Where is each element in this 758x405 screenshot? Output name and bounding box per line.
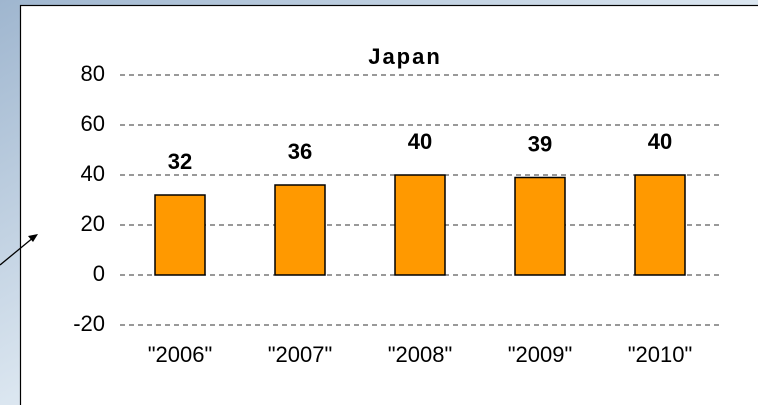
x-tick-label: "2009"	[508, 342, 573, 367]
data-label: 40	[648, 129, 672, 154]
data-label: 40	[408, 129, 432, 154]
y-tick-label: 20	[81, 211, 105, 236]
arrow-line	[0, 236, 35, 266]
data-label: 36	[288, 139, 312, 164]
bar	[634, 174, 686, 276]
x-tick-label: "2006"	[148, 342, 213, 367]
data-label: 39	[528, 131, 552, 156]
y-tick-label: 60	[81, 111, 105, 136]
y-tick-label: 0	[93, 261, 105, 286]
y-tick-label: 80	[81, 61, 105, 86]
chart-title: Japan	[368, 44, 442, 69]
x-tick-label: "2008"	[388, 342, 453, 367]
bar	[274, 184, 326, 276]
y-tick-label: 40	[81, 161, 105, 186]
x-tick-label: "2007"	[268, 342, 333, 367]
bar	[514, 176, 566, 276]
x-tick-label: "2010"	[628, 342, 693, 367]
arrow-head	[28, 234, 38, 242]
bar	[394, 174, 446, 276]
y-tick-label: -20	[73, 311, 105, 336]
data-label: 32	[168, 149, 192, 174]
bar	[154, 194, 206, 276]
